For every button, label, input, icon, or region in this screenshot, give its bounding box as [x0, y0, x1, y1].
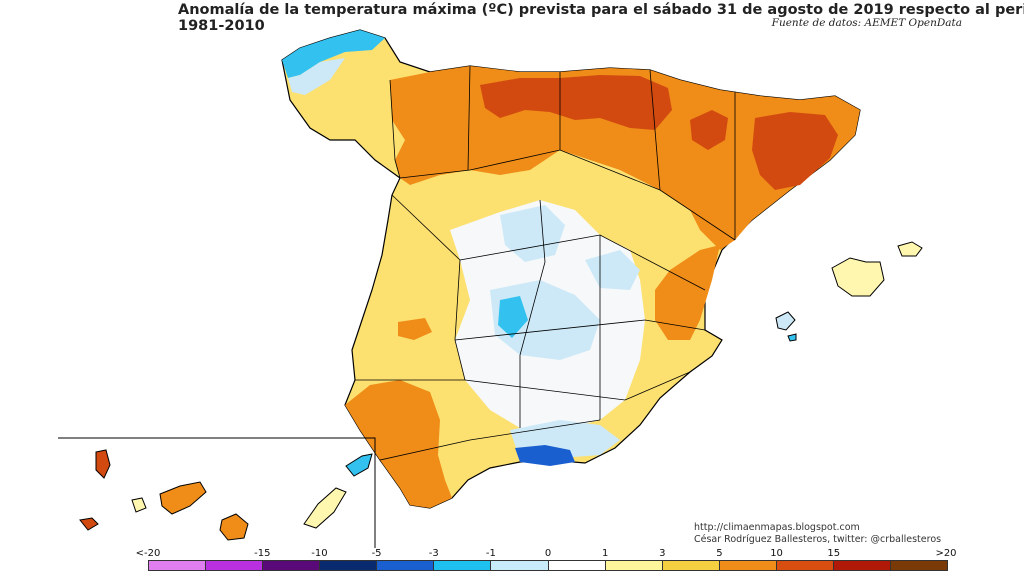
hot-core-castilla-north: [480, 75, 672, 130]
cold-spot-malaga: [515, 445, 575, 466]
la-palma-island: [95, 449, 111, 479]
mallorca-island: [831, 257, 885, 297]
blog-url[interactable]: http://climaenmapas.blogspot.com: [694, 522, 860, 533]
formentera-island: [787, 333, 797, 342]
legend-label: >20: [935, 548, 957, 559]
lanzarote-island: [345, 453, 373, 477]
legend-label: 10: [770, 548, 783, 559]
canary-islands: [79, 449, 373, 541]
gran-canaria-island: [219, 513, 249, 541]
warm-spot-extremadura: [398, 318, 432, 340]
legend-swatch: [434, 561, 492, 570]
legend-label: 5: [716, 548, 723, 559]
legend-swatch: [377, 561, 435, 570]
fuerteventura-island: [303, 487, 347, 529]
legend-swatch: [776, 561, 834, 570]
legend-label: 1: [601, 548, 609, 559]
legend-swatch: [320, 561, 378, 570]
map-title: Anomalía de la temperatura máxima (ºC) p…: [178, 2, 1024, 34]
legend-swatch: [263, 561, 321, 570]
legend-label: 15: [827, 548, 841, 559]
data-source: Fuente de datos: AEMET OpenData: [771, 17, 962, 29]
province-borders: [355, 65, 736, 461]
slight-cool-galicia: [288, 58, 345, 95]
legend-bar: [148, 560, 948, 571]
legend-label: 0: [544, 548, 552, 559]
credits: http://climaenmapas.blogspot.com César R…: [694, 522, 941, 546]
legend-swatch: [833, 561, 892, 570]
slight-cool-madrid: [500, 205, 565, 262]
la-gomera-island: [131, 497, 147, 513]
legend-swatch: [548, 561, 606, 570]
slight-cool-east: [585, 250, 640, 290]
legend-label: -1: [485, 548, 496, 559]
menorca-island: [897, 241, 923, 257]
color-legend: <-20 -15 -10 -5 -3 -1 0 1 3 5 10 15 >20: [136, 548, 957, 576]
warm-zone-valencia: [655, 245, 720, 340]
cool-spot-center: [498, 296, 528, 338]
legend-label: <-20: [135, 548, 161, 559]
legend-swatch: [891, 561, 948, 570]
hot-core-ebro: [690, 110, 728, 150]
legend-label: -5: [371, 548, 382, 559]
legend-swatch: [605, 561, 663, 570]
canary-inset-frame: [58, 437, 376, 548]
ibiza-island: [775, 311, 796, 331]
legend-swatch: [491, 561, 549, 570]
tenerife-island: [159, 481, 207, 515]
hot-core-catalonia: [752, 112, 838, 190]
el-hierro-island: [79, 517, 99, 531]
legend-swatch: [149, 561, 207, 570]
legend-label: -3: [428, 548, 439, 559]
legend-swatch: [662, 561, 720, 570]
legend-label: -10: [311, 548, 328, 559]
legend-label: 3: [659, 548, 666, 559]
legend-swatch: [206, 561, 264, 570]
legend-label: -15: [254, 548, 271, 559]
author-credit: César Rodríguez Ballesteros, twitter: @c…: [694, 534, 942, 545]
warm-zone-southwest: [345, 380, 452, 508]
legend-swatch: [719, 561, 777, 570]
cool-zone-galicia-coast: [282, 30, 385, 78]
